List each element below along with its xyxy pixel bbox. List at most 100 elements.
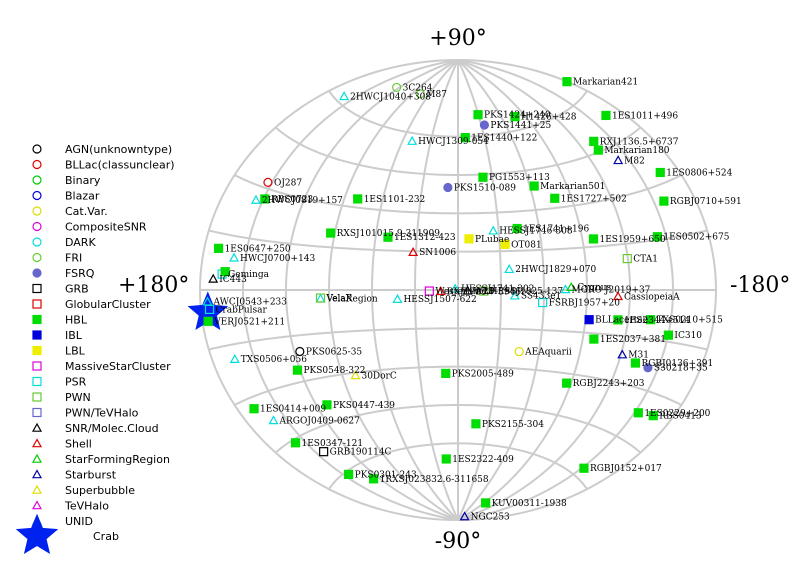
legend-item: Cat.Var. bbox=[32, 205, 108, 218]
source-marker bbox=[326, 228, 336, 238]
source-label: AEAquarii bbox=[524, 348, 572, 358]
legend-marker bbox=[32, 190, 42, 201]
legend: AGN(unknowntype) BLLac(classunclear) Binar… bbox=[15, 143, 175, 555]
source-marker bbox=[538, 297, 548, 308]
legend-label: TeVHalo bbox=[64, 500, 109, 513]
source-marker bbox=[322, 400, 332, 410]
source-label: PG1553+113 bbox=[489, 173, 550, 183]
legend-item: PWN/TeVHalo bbox=[32, 407, 139, 420]
source-marker bbox=[459, 511, 470, 521]
source-marker bbox=[529, 181, 539, 191]
legend-item: Binary bbox=[32, 174, 101, 187]
source-marker bbox=[344, 469, 354, 479]
source-marker bbox=[415, 89, 425, 99]
source-marker bbox=[500, 239, 510, 249]
source-marker bbox=[479, 120, 489, 130]
right-longitude-label: -180° bbox=[730, 273, 790, 298]
source-marker bbox=[648, 411, 658, 421]
legend-marker bbox=[32, 237, 42, 247]
legend-item: FSRQ bbox=[32, 267, 95, 280]
source-label: 1ES2322-409 bbox=[452, 455, 514, 465]
source-marker bbox=[479, 286, 489, 296]
legend-marker bbox=[32, 299, 42, 309]
source-marker bbox=[441, 368, 451, 378]
source-marker bbox=[462, 285, 473, 295]
legend-item: LBL bbox=[32, 345, 86, 358]
source-marker bbox=[443, 182, 453, 193]
source-label: 3C264 bbox=[403, 83, 433, 93]
source-label: RGBJ2243+203 bbox=[573, 379, 645, 389]
source-label: Markarian421 bbox=[573, 78, 638, 88]
source-marker bbox=[504, 263, 515, 274]
source-label: IC443 bbox=[219, 275, 247, 285]
source-label: RGBJ0152+017 bbox=[590, 464, 662, 474]
left-longitude-label: +180° bbox=[118, 273, 189, 298]
source-marker bbox=[250, 194, 261, 204]
legend-marker bbox=[32, 252, 42, 263]
source-label: CTA1 bbox=[633, 255, 658, 265]
legend-label: CompositeSNR bbox=[65, 221, 147, 234]
source-label: CassiopeiaA bbox=[624, 292, 680, 302]
source-marker bbox=[584, 315, 594, 325]
source-label: 1ES0229+200 bbox=[644, 409, 710, 419]
legend-item: StarFormingRegion bbox=[31, 453, 170, 466]
source-label: H1426+428 bbox=[521, 113, 577, 123]
source-marker bbox=[509, 290, 520, 300]
source-labels: Markarian421 1ES1011+496 H1426+428PKS1424+… bbox=[213, 78, 742, 523]
legend-star-marker bbox=[15, 513, 59, 555]
source-marker bbox=[589, 334, 599, 344]
source-label: VelaX bbox=[326, 294, 353, 304]
source-label: RGBJ0136+391 bbox=[641, 359, 713, 369]
source-marker bbox=[229, 353, 240, 363]
source-label: TXS0210+515 bbox=[657, 316, 723, 326]
legend-marker bbox=[32, 283, 42, 294]
source-label: 1ES0647+250 bbox=[225, 244, 291, 254]
legend-item: Shell bbox=[31, 438, 92, 451]
legend-marker bbox=[31, 469, 43, 479]
legend-marker bbox=[31, 422, 43, 432]
bottom-pole-label: -90° bbox=[435, 529, 481, 554]
source-marker bbox=[408, 246, 419, 257]
legend-item: DARK bbox=[32, 236, 96, 249]
legend-label: SNR/Molec.Cloud bbox=[65, 422, 159, 435]
source-marker bbox=[471, 419, 481, 429]
source-label: BLLacertae bbox=[595, 316, 648, 326]
legend-marker bbox=[32, 392, 42, 402]
source-label: OJ287 bbox=[274, 178, 302, 188]
source-marker bbox=[263, 177, 273, 187]
legend-marker bbox=[31, 453, 43, 463]
source-label: PKS0301-243 bbox=[355, 470, 417, 480]
source-marker bbox=[646, 315, 656, 325]
source-marker bbox=[204, 304, 215, 315]
source-label: FSRBJ1957+20 bbox=[549, 299, 621, 309]
legend-label: HBL bbox=[65, 314, 88, 327]
source-label: SN1006 bbox=[419, 248, 456, 258]
legend-item: Blazar bbox=[32, 190, 100, 203]
legend-marker bbox=[32, 159, 42, 170]
legend-item: Crab bbox=[15, 513, 119, 555]
source-label: RBS0413 bbox=[659, 412, 702, 422]
source-marker bbox=[315, 293, 326, 303]
source-marker bbox=[353, 194, 363, 204]
source-marker bbox=[588, 234, 599, 244]
source-marker bbox=[481, 498, 491, 508]
legend-label: PWN/TeVHalo bbox=[65, 407, 139, 420]
source-marker bbox=[260, 194, 270, 204]
source-marker bbox=[613, 155, 624, 165]
source-marker bbox=[292, 365, 303, 375]
source-label: HESSJ1746-308 bbox=[499, 227, 573, 237]
source-marker bbox=[566, 281, 577, 292]
legend-label: LBL bbox=[65, 345, 86, 358]
legend-item: FRI bbox=[32, 252, 82, 265]
legend-item: GlobularCluster bbox=[32, 298, 151, 311]
legend-label: UNID bbox=[65, 515, 93, 528]
legend-marker bbox=[32, 376, 42, 387]
source-marker bbox=[514, 346, 524, 357]
source-marker bbox=[435, 286, 446, 296]
source-label: PKS0625-35 bbox=[306, 348, 363, 358]
legend-label: AGN(unknowntype) bbox=[65, 143, 172, 156]
source-label: IC310 bbox=[674, 331, 702, 341]
legend-item: IBL bbox=[32, 329, 83, 342]
legend-item: CompositeSNR bbox=[32, 221, 147, 234]
